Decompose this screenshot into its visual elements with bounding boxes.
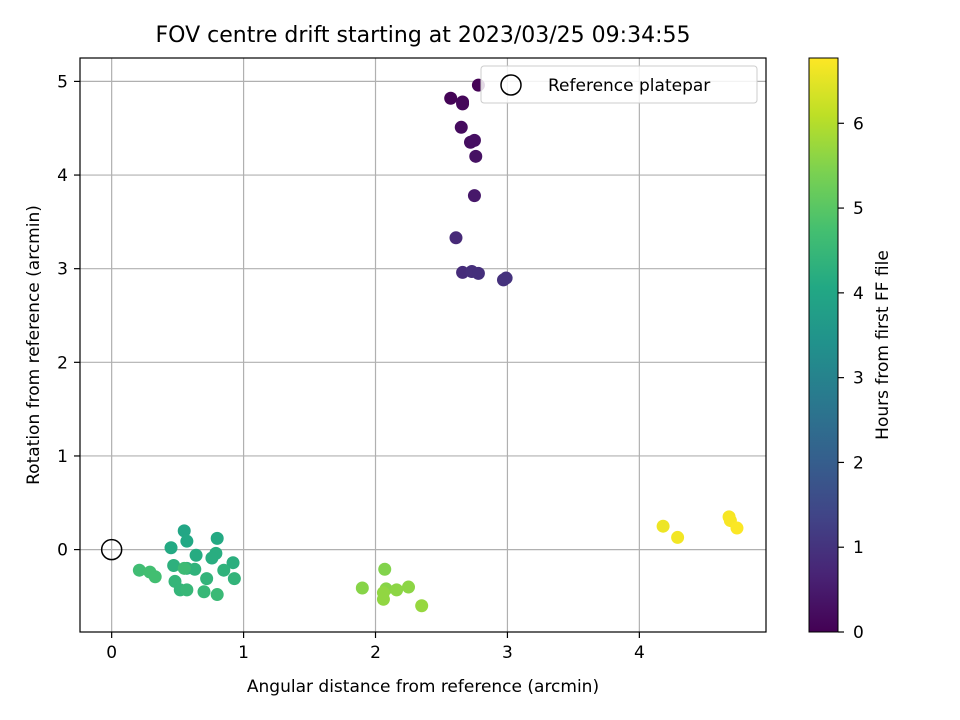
data-point <box>499 271 513 285</box>
data-point <box>177 561 191 575</box>
y-tick-label: 2 <box>57 353 68 373</box>
data-point <box>197 585 211 599</box>
legend-reference-marker <box>500 74 522 96</box>
data-point <box>378 562 392 576</box>
data-point <box>469 149 483 163</box>
colorbar-tick-label: 6 <box>853 114 864 134</box>
data-point <box>167 559 181 573</box>
data-point <box>188 562 202 576</box>
data-point <box>180 583 194 597</box>
colorbar-frame <box>808 57 839 633</box>
colorbar-tick-label: 3 <box>853 369 864 389</box>
data-point <box>355 581 369 595</box>
data-point <box>148 570 162 584</box>
x-tick-label: 4 <box>634 643 645 663</box>
data-point <box>200 572 214 586</box>
data-point <box>454 120 468 134</box>
data-point <box>227 572 241 586</box>
x-axis-label: Angular distance from reference (arcmin) <box>247 677 599 697</box>
data-point <box>449 231 463 245</box>
y-tick-label: 3 <box>57 260 68 280</box>
data-point <box>456 97 470 111</box>
data-point <box>189 548 203 562</box>
data-point <box>471 266 485 280</box>
x-axis-ticks: 0 1 2 3 4 <box>106 632 645 663</box>
colorbar-ticks: 0 1 2 3 4 5 6 <box>838 114 864 643</box>
y-axis-label: Rotation from reference (arcmin) <box>24 205 44 485</box>
data-point <box>444 91 458 105</box>
data-point <box>671 530 685 544</box>
y-tick-label: 0 <box>57 541 68 561</box>
colorbar-tick-label: 2 <box>853 453 864 473</box>
data-point <box>401 580 415 594</box>
data-point <box>180 534 194 548</box>
data-point <box>210 531 224 545</box>
plot-frame <box>79 57 767 633</box>
x-tick-label: 3 <box>502 643 513 663</box>
colorbar-tick-label: 5 <box>853 199 864 219</box>
data-point <box>217 563 231 577</box>
y-tick-label: 1 <box>57 447 68 467</box>
chart-title: FOV centre drift starting at 2023/03/25 … <box>156 23 691 48</box>
data-point <box>415 599 429 613</box>
data-point <box>226 556 240 570</box>
data-point <box>467 189 481 203</box>
data-point <box>177 524 191 538</box>
reference-marker <box>100 538 123 561</box>
data-point <box>656 519 670 533</box>
data-point <box>376 592 390 606</box>
x-tick-label: 1 <box>238 643 249 663</box>
data-point <box>467 133 481 147</box>
legend: Reference platepar <box>480 65 758 104</box>
data-point <box>132 563 146 577</box>
y-tick-label: 5 <box>57 72 68 92</box>
y-tick-label: 4 <box>57 166 68 186</box>
colorbar-label: Hours from first FF file <box>873 250 893 440</box>
legend-label: Reference platepar <box>548 76 710 96</box>
data-points <box>132 78 744 613</box>
x-tick-label: 2 <box>370 643 381 663</box>
legend-box <box>480 65 758 104</box>
data-point <box>164 541 178 555</box>
colorbar-tick-label: 1 <box>853 538 864 558</box>
data-point <box>390 583 404 597</box>
y-axis-ticks: 0 1 2 3 4 5 <box>57 72 80 561</box>
colorbar <box>809 58 838 632</box>
x-tick-label: 0 <box>106 643 117 663</box>
data-point <box>210 588 224 602</box>
data-point <box>730 521 744 535</box>
data-point <box>205 551 219 565</box>
colorbar-tick-label: 0 <box>853 623 864 643</box>
reference-point <box>100 538 123 561</box>
colorbar-tick-label: 4 <box>853 284 864 304</box>
